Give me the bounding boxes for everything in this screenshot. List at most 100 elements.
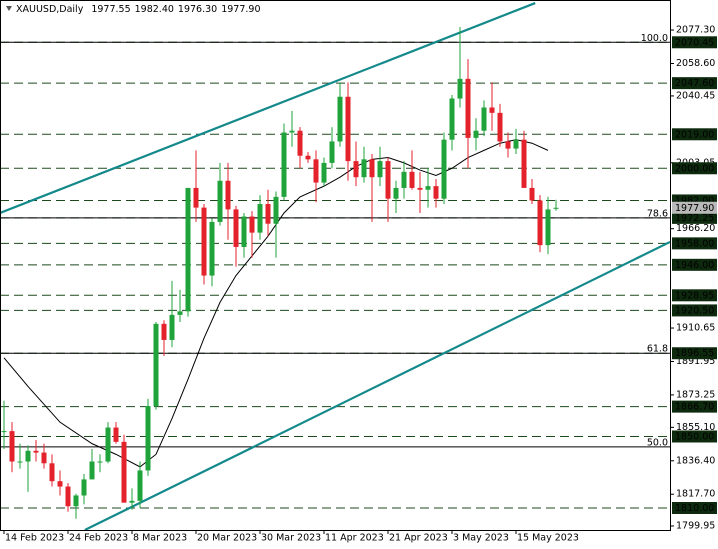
level-label: 1972.25: [675, 213, 714, 224]
candle-body: [97, 461, 103, 463]
fib-label: 78.6: [647, 208, 668, 219]
level-label: 1928.95: [675, 290, 714, 301]
candle-body: [313, 159, 319, 183]
level-label: 1958.00: [675, 238, 714, 249]
candle-body: [321, 162, 327, 183]
candle-body: [329, 141, 335, 163]
level-box: [672, 128, 717, 141]
candle-body: [281, 132, 287, 197]
y-tick-label: 1836.40: [676, 455, 715, 466]
candle-body: [257, 204, 263, 233]
candle-body: [41, 452, 47, 464]
candle-body: [1, 431, 7, 433]
candle-body: [289, 130, 295, 133]
x-tick-label: 15 May 2023: [517, 533, 579, 544]
candle-body: [49, 463, 55, 482]
candle-body: [385, 161, 391, 199]
level-box: [672, 430, 717, 443]
candle-body: [249, 216, 255, 233]
x-tick-label: 3 May 2023: [453, 533, 509, 544]
level-label: 2019.00: [675, 129, 714, 140]
level-label: 1920.50: [675, 305, 714, 316]
candle-body: [497, 112, 503, 142]
candle-body: [273, 196, 279, 224]
open-label: 1977.55: [91, 4, 130, 15]
y-tick-label: 1817.70: [676, 489, 715, 500]
symbol: XAUUSD,Daily: [16, 4, 84, 15]
candle-body: [393, 187, 399, 199]
candle-body: [225, 180, 231, 210]
candle-body: [89, 461, 95, 480]
candle-body: [65, 486, 71, 507]
fib-label: 50.0: [647, 437, 668, 448]
x-tick-label: 8 Mar 2023: [133, 533, 187, 544]
x-tick-label: 20 Mar 2023: [197, 533, 257, 544]
plot-frame: [0, 0, 671, 531]
candle-body: [521, 139, 527, 188]
level-box: [672, 347, 717, 360]
candle-body: [377, 161, 383, 178]
candle-body: [353, 161, 359, 178]
x-tick-label: 24 Feb 2023: [69, 533, 128, 544]
current-price-box: [672, 201, 717, 214]
level-box: [672, 304, 717, 317]
fib-label: 100.0: [641, 33, 668, 44]
level-box: [672, 289, 717, 302]
x-tick-label: 30 Mar 2023: [261, 533, 321, 544]
candle-body: [553, 207, 559, 209]
trendline: [0, 2, 536, 214]
current-price-label: 1977.90: [675, 203, 714, 214]
candle-body: [201, 207, 207, 276]
candle-body: [505, 141, 511, 149]
candle-body: [145, 406, 151, 471]
candle-body: [529, 187, 535, 201]
level-label: 1982.00: [675, 195, 714, 206]
candle-body: [17, 461, 23, 463]
candle-body: [73, 495, 79, 507]
y-tick-label: 2040.45: [676, 90, 715, 101]
level-label: 1866.70: [675, 402, 714, 413]
candle-body: [417, 187, 423, 190]
y-tick-label: 1966.20: [676, 223, 715, 234]
candle-body: [433, 186, 439, 199]
level-box: [672, 502, 717, 515]
level-label: 2070.45: [675, 37, 714, 48]
candle-body: [177, 311, 183, 315]
candle-body: [153, 323, 159, 407]
candle-body: [25, 450, 31, 462]
candle-body: [129, 500, 135, 503]
y-tick-label: 1855.10: [676, 422, 715, 433]
candle-body: [337, 96, 343, 142]
level-box: [672, 77, 717, 90]
candle-body: [473, 130, 479, 138]
level-label: 1896.55: [675, 348, 714, 359]
candle-body: [57, 481, 63, 487]
candle-body: [161, 323, 167, 340]
candle-body: [449, 98, 455, 140]
high-label: 1982.40: [135, 4, 174, 15]
x-tick-label: 11 Apr 2023: [325, 533, 384, 544]
candle-body: [137, 470, 143, 501]
candle-body: [409, 171, 415, 188]
level-label: 2047.60: [675, 78, 714, 89]
low-label: 1976.30: [178, 4, 217, 15]
level-label: 1810.00: [675, 503, 714, 514]
x-tick-label: 21 Apr 2023: [389, 533, 448, 544]
candle-body: [489, 107, 495, 113]
candle-body: [401, 171, 407, 188]
candle-body: [121, 441, 127, 503]
level-box: [672, 258, 717, 271]
level-box: [672, 211, 717, 224]
candle-body: [457, 78, 463, 99]
trendline: [84, 240, 670, 530]
candle-body: [33, 450, 39, 453]
candle-body: [537, 200, 543, 246]
candle-body: [81, 479, 87, 496]
candle-body: [369, 159, 375, 178]
candle-body: [169, 314, 175, 340]
candle-body: [209, 221, 215, 276]
candle-body: [217, 180, 223, 222]
level-label: 1946.00: [675, 260, 714, 271]
